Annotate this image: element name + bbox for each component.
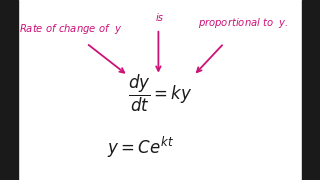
Text: $y = Ce^{kt}$: $y = Ce^{kt}$ [107,135,174,160]
Text: Rate of change of  $y$: Rate of change of $y$ [19,22,122,36]
Text: $\dfrac{dy}{dt} = ky$: $\dfrac{dy}{dt} = ky$ [128,73,192,114]
Text: is: is [156,13,164,23]
Bar [302,0,320,180]
Text: proportional to  $y$.: proportional to $y$. [198,16,289,30]
Bar [0,0,18,180]
